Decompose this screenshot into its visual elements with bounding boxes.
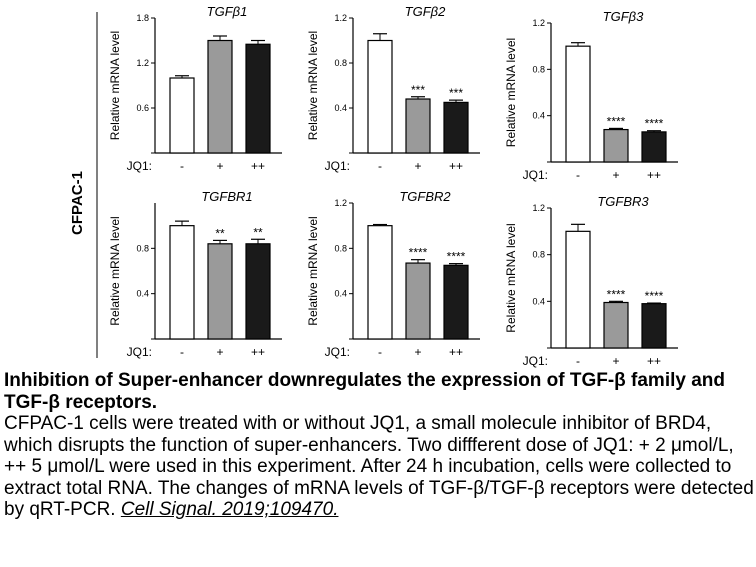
chart-panel-5: 0.4 0.8 1.2 Relative mRNA level TGFBR2 - **** +…: [306, 189, 480, 359]
significance-label: ****: [607, 114, 626, 128]
x-category-label: ++: [251, 345, 265, 359]
x-category-label: +: [612, 354, 619, 368]
significance-label: ****: [409, 246, 428, 260]
x-axis-prefix: JQ1:: [523, 354, 548, 368]
x-category-label: ++: [647, 168, 661, 182]
bar-1: [367, 225, 393, 340]
y-tick-label: 0.8: [136, 243, 149, 253]
x-axis-prefix: JQ1:: [127, 345, 152, 359]
bar-1: [565, 230, 591, 349]
citation-link[interactable]: Cell Signal. 2019;109470.: [120, 499, 339, 520]
caption: Inhibition of Super-enhancer downregulat…: [4, 370, 754, 521]
y-axis-label: Relative mRNA level: [306, 216, 320, 325]
significance-label: **: [253, 225, 263, 239]
x-category-label: +: [414, 345, 421, 359]
x-category-label: -: [378, 159, 382, 173]
y-axis-label: Relative mRNA level: [306, 31, 320, 140]
bar-1: [565, 45, 591, 163]
y-axis-label: Relative mRNA level: [504, 223, 518, 332]
x-axis-prefix: JQ1:: [325, 345, 350, 359]
x-category-label: ++: [449, 345, 463, 359]
y-tick-label: 0.8: [532, 250, 545, 260]
x-category-label: +: [414, 159, 421, 173]
x-axis-prefix: JQ1:: [325, 159, 350, 173]
significance-label: ****: [447, 250, 466, 264]
y-tick-label: 0.4: [532, 111, 545, 121]
x-category-label: -: [180, 159, 184, 173]
y-tick-label: 0.4: [334, 289, 347, 299]
chart-panel-3: 0.4 0.8 1.2 Relative mRNA level TGFβ3 - **** + *…: [504, 9, 678, 182]
y-tick-label: 1.2: [334, 198, 347, 208]
panel-title: TGFβ3: [603, 9, 644, 24]
panel-title: TGFβ2: [405, 4, 446, 19]
y-tick-label: 1.2: [136, 58, 149, 68]
bar-3: [641, 131, 667, 163]
caption-body: CFPAC-1 cells were treated with or witho…: [4, 413, 754, 521]
bar-1: [367, 39, 393, 154]
significance-label: ****: [607, 287, 626, 301]
y-tick-label: 0.8: [334, 58, 347, 68]
x-category-label: -: [576, 168, 580, 182]
bar-2: [207, 39, 233, 154]
y-tick-label: 0.4: [334, 103, 347, 113]
bar-3: [245, 243, 271, 340]
y-tick-label: 0.8: [532, 64, 545, 74]
x-category-label: -: [576, 354, 580, 368]
x-category-label: ++: [449, 159, 463, 173]
bar-2: [603, 128, 629, 163]
panel-title: TGFBR1: [201, 189, 252, 204]
panel-title: TGFBR3: [597, 194, 649, 209]
y-axis-label: Relative mRNA level: [108, 216, 122, 325]
caption-title: Inhibition of Super-enhancer downregulat…: [4, 370, 726, 413]
cell-line-label: CFPAC-1: [69, 171, 86, 235]
y-axis-label: Relative mRNA level: [108, 31, 122, 140]
x-category-label: ++: [647, 354, 661, 368]
bar-1: [169, 225, 195, 340]
bar-3: [245, 43, 271, 154]
bar-3: [641, 303, 667, 349]
chart-panel-6: 0.4 0.8 1.2 Relative mRNA level TGFBR3 - **** +…: [504, 194, 678, 368]
x-category-label: -: [378, 345, 382, 359]
significance-label: **: [215, 226, 225, 240]
bar-3: [443, 264, 469, 340]
x-axis-prefix: JQ1:: [523, 168, 548, 182]
bar-3: [443, 101, 469, 154]
y-tick-label: 1.2: [532, 203, 545, 213]
chart-panel-2: 0.4 0.8 1.2 Relative mRNA level TGFβ2 - *** + **…: [306, 4, 480, 173]
y-tick-label: 1.8: [136, 13, 149, 23]
x-category-label: +: [216, 159, 223, 173]
caption-text: CFPAC-1 cells were treated with or witho…: [4, 413, 754, 520]
x-category-label: -: [180, 345, 184, 359]
y-tick-label: 0.8: [334, 243, 347, 253]
y-tick-label: 0.4: [532, 296, 545, 306]
y-tick-label: 0.4: [136, 289, 149, 299]
y-axis-label: Relative mRNA level: [504, 38, 518, 147]
x-category-label: +: [612, 168, 619, 182]
bar-2: [207, 243, 233, 340]
x-axis-prefix: JQ1:: [127, 159, 152, 173]
figure: CFPAC-1 0.6 1.2 1.8 Relative mRNA level TGFβ…: [69, 4, 678, 368]
y-tick-label: 1.2: [334, 13, 347, 23]
significance-label: ****: [645, 289, 664, 303]
y-tick-label: 1.2: [532, 18, 545, 28]
x-category-label: +: [216, 345, 223, 359]
chart-panel-4: 0.4 0.8 Relative mRNA level TGFBR1 - ** + ** ++ J…: [108, 189, 282, 359]
significance-label: ***: [411, 83, 425, 97]
x-category-label: ++: [251, 159, 265, 173]
bar-1: [169, 77, 195, 154]
panel-title: TGFBR2: [399, 189, 451, 204]
y-tick-label: 0.6: [136, 103, 149, 113]
bar-2: [405, 98, 431, 154]
panel-title: TGFβ1: [207, 4, 248, 19]
significance-label: ****: [645, 117, 664, 131]
bar-2: [603, 301, 629, 349]
significance-label: ***: [449, 86, 463, 100]
bar-2: [405, 262, 431, 340]
